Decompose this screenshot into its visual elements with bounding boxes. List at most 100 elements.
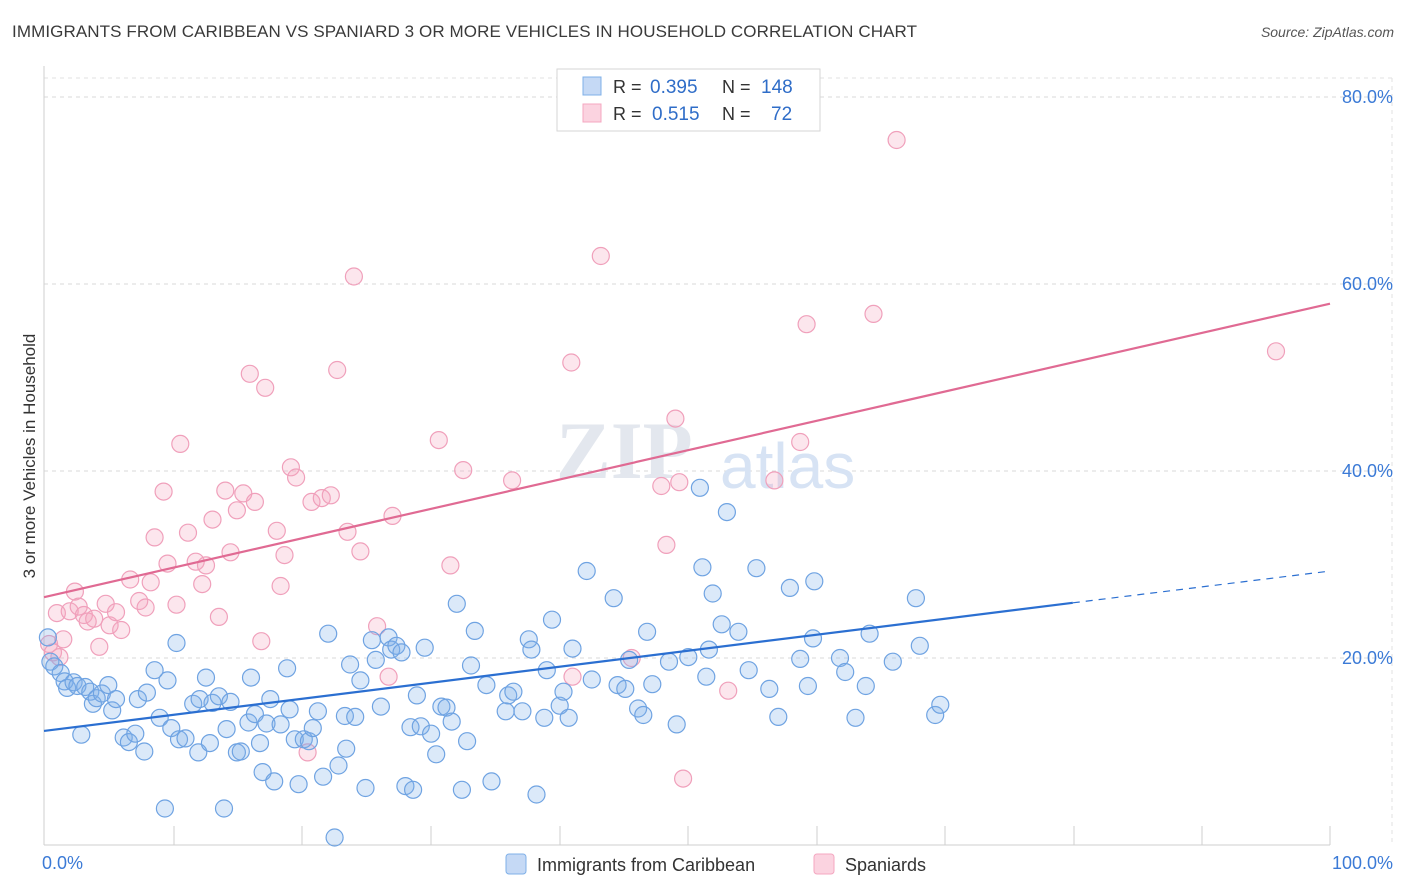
caribbean-point-83	[422, 724, 441, 743]
caribbean-point-127	[712, 615, 731, 634]
y-axis-title: 3 or more Vehicles in Household	[20, 334, 39, 579]
caribbean-point-131	[747, 559, 766, 578]
caribbean-point-89	[452, 780, 471, 799]
caribbean-point-36	[203, 693, 222, 713]
axis-labels: 20.0% 40.0% 60.0% 80.0% 0.0% 100.0% 3 or more …	[20, 87, 1393, 873]
caribbean-point-113	[616, 679, 635, 699]
caribbean-point-63	[329, 756, 348, 775]
caribbean-point-132	[760, 679, 779, 699]
caribbean-point-123	[693, 558, 712, 577]
spaniard-point-61	[591, 246, 610, 266]
caribbean-point-16	[106, 689, 126, 709]
caribbean-point-42	[231, 742, 250, 761]
spaniard-point-33	[227, 501, 246, 520]
caribbean-point-76	[392, 643, 411, 662]
caribbean-point-37	[209, 687, 228, 706]
caribbean-point-120	[667, 715, 686, 734]
spaniard-point-14	[106, 603, 126, 622]
spaniard-point-73	[887, 130, 906, 150]
spaniard-point-53	[379, 667, 398, 686]
caribbean-point-62	[325, 828, 344, 847]
caribbean-point-142	[856, 676, 875, 696]
spaniard-point-10	[85, 609, 104, 628]
axes	[43, 66, 1331, 846]
spaniard-point-19	[141, 573, 160, 592]
caribbean-point-101	[527, 785, 546, 804]
caribbean-point-50	[265, 772, 284, 791]
stats-swatch-spaniards	[582, 103, 602, 123]
caribbean-point-135	[791, 649, 810, 669]
source-credit: Source: ZipAtlas.com	[1260, 24, 1394, 40]
caribbean-point-67	[346, 707, 365, 727]
stats-legend-box: R = 0.395 N = 148 R = 0.515 N = 72	[556, 68, 821, 132]
stats-n-label-1: N =	[722, 77, 751, 97]
caribbean-point-69	[356, 778, 375, 798]
stats-r-value-2: 0.515	[652, 104, 700, 125]
caribbean-point-84	[427, 745, 446, 764]
caribbean-point-19	[126, 724, 145, 743]
spaniard-point-18	[136, 598, 155, 617]
caribbean-point-66	[341, 655, 360, 674]
caribbean-point-22	[137, 683, 156, 702]
spaniard-point-69	[765, 471, 784, 490]
caribbean-point-51	[271, 715, 290, 734]
spaniard-point-50	[344, 267, 363, 286]
scatter-points	[38, 130, 1286, 847]
spaniard-point-30	[209, 607, 228, 627]
caribbean-point-121	[679, 647, 698, 667]
spaniard-point-59	[562, 353, 581, 372]
caribbean-point-23	[145, 661, 164, 680]
caribbean-point-99	[519, 630, 538, 649]
x-tick-label-1: 100.0%	[1332, 853, 1393, 873]
caribbean-point-29	[169, 730, 189, 749]
spaniard-point-13	[100, 616, 119, 635]
caribbean-point-141	[846, 708, 865, 727]
caribbean-point-55	[289, 775, 308, 794]
spaniard-point-55	[429, 431, 448, 450]
caribbean-point-124	[697, 667, 716, 686]
watermark-atlas: atlas	[720, 430, 855, 502]
spaniard-point-45	[302, 492, 321, 511]
caribbean-point-30	[176, 729, 195, 748]
caribbean-point-72	[371, 697, 390, 716]
spaniard-point-74	[1266, 342, 1286, 361]
spaniard-point-40	[271, 576, 290, 596]
spaniard-point-70	[791, 432, 810, 452]
stats-n-value-1: 148	[761, 77, 793, 98]
caribbean-point-116	[634, 705, 653, 725]
caribbean-point-91	[461, 656, 481, 675]
caribbean-point-52	[278, 659, 297, 678]
caribbean-point-90	[458, 732, 477, 751]
spaniard-point-57	[454, 461, 473, 480]
caribbean-point-109	[577, 561, 596, 581]
spaniard-point-27	[193, 574, 212, 594]
caribbean-point-8	[72, 725, 91, 744]
caribbean-point-20	[128, 689, 147, 709]
caribbean-point-38	[214, 799, 234, 818]
caribbean-point-144	[883, 652, 902, 671]
caribbean-point-145	[906, 589, 926, 608]
spaniard-point-5	[60, 602, 79, 621]
caribbean-point-49	[261, 689, 280, 709]
y-tick-label-0: 20.0%	[1342, 648, 1393, 668]
caribbean-point-137	[803, 629, 823, 648]
caribbean-point-60	[314, 767, 333, 786]
stats-n-label-2: N =	[722, 104, 751, 124]
caribbean-point-2	[45, 657, 64, 676]
caribbean-point-134	[780, 578, 800, 598]
caribbean-point-133	[769, 707, 788, 727]
caribbean-point-146	[910, 636, 929, 655]
caribbean-point-15	[103, 701, 122, 720]
caribbean-point-139	[830, 648, 850, 668]
caribbean-point-87	[442, 712, 461, 731]
stats-r-value-1: 0.395	[650, 77, 698, 98]
spaniard-point-24	[171, 434, 190, 453]
caribbean-point-138	[805, 572, 824, 591]
legend-label-spaniards: Spaniards	[845, 855, 926, 875]
caribbean-point-103	[537, 661, 556, 680]
chart-title: IMMIGRANTS FROM CARIBBEAN VS SPANIARD 3 …	[12, 22, 918, 41]
spaniard-point-68	[719, 681, 738, 700]
caribbean-point-44	[241, 668, 261, 687]
legend-label-caribbean: Immigrants from Caribbean	[537, 855, 755, 875]
